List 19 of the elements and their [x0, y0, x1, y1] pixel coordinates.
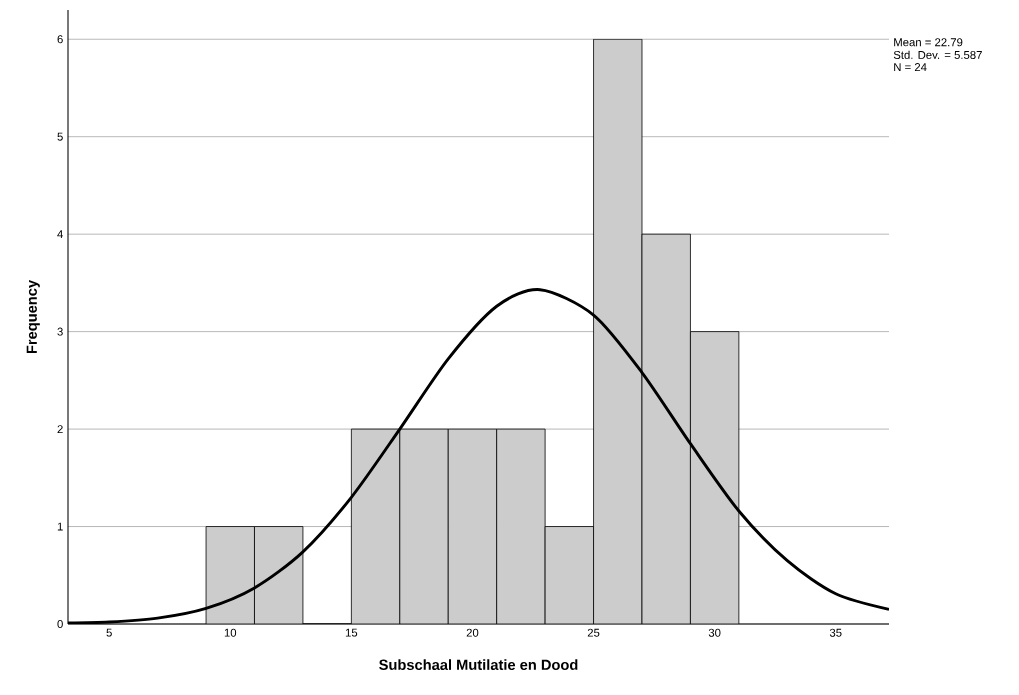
- y-tick-label: 1: [57, 522, 63, 531]
- x-tick-label: 15: [345, 628, 358, 637]
- x-tick-label: 20: [466, 628, 479, 637]
- x-axis-title: Subschaal Mutilatie en Dood: [379, 659, 578, 670]
- text: Mean = 22.79: [894, 38, 963, 47]
- x-tick-label: 10: [224, 628, 237, 637]
- text: Std. Dev. = 5.587: [893, 50, 982, 59]
- y-axis-title: Frequency: [26, 280, 40, 354]
- x-tick-label: 30: [708, 628, 721, 637]
- text: N = 24: [894, 63, 927, 71]
- x-tick-label: 5: [106, 628, 112, 637]
- y-tick-label: 4: [57, 230, 63, 239]
- y-tick-label: 3: [57, 327, 63, 336]
- y-tick-label: 0: [57, 620, 63, 628]
- y-tick-label: 5: [57, 132, 63, 141]
- x-tick-label: 25: [587, 628, 600, 637]
- y-tick-label: 2: [57, 425, 63, 434]
- y-tick-label: 6: [57, 35, 63, 44]
- x-tick-label: 35: [829, 628, 842, 637]
